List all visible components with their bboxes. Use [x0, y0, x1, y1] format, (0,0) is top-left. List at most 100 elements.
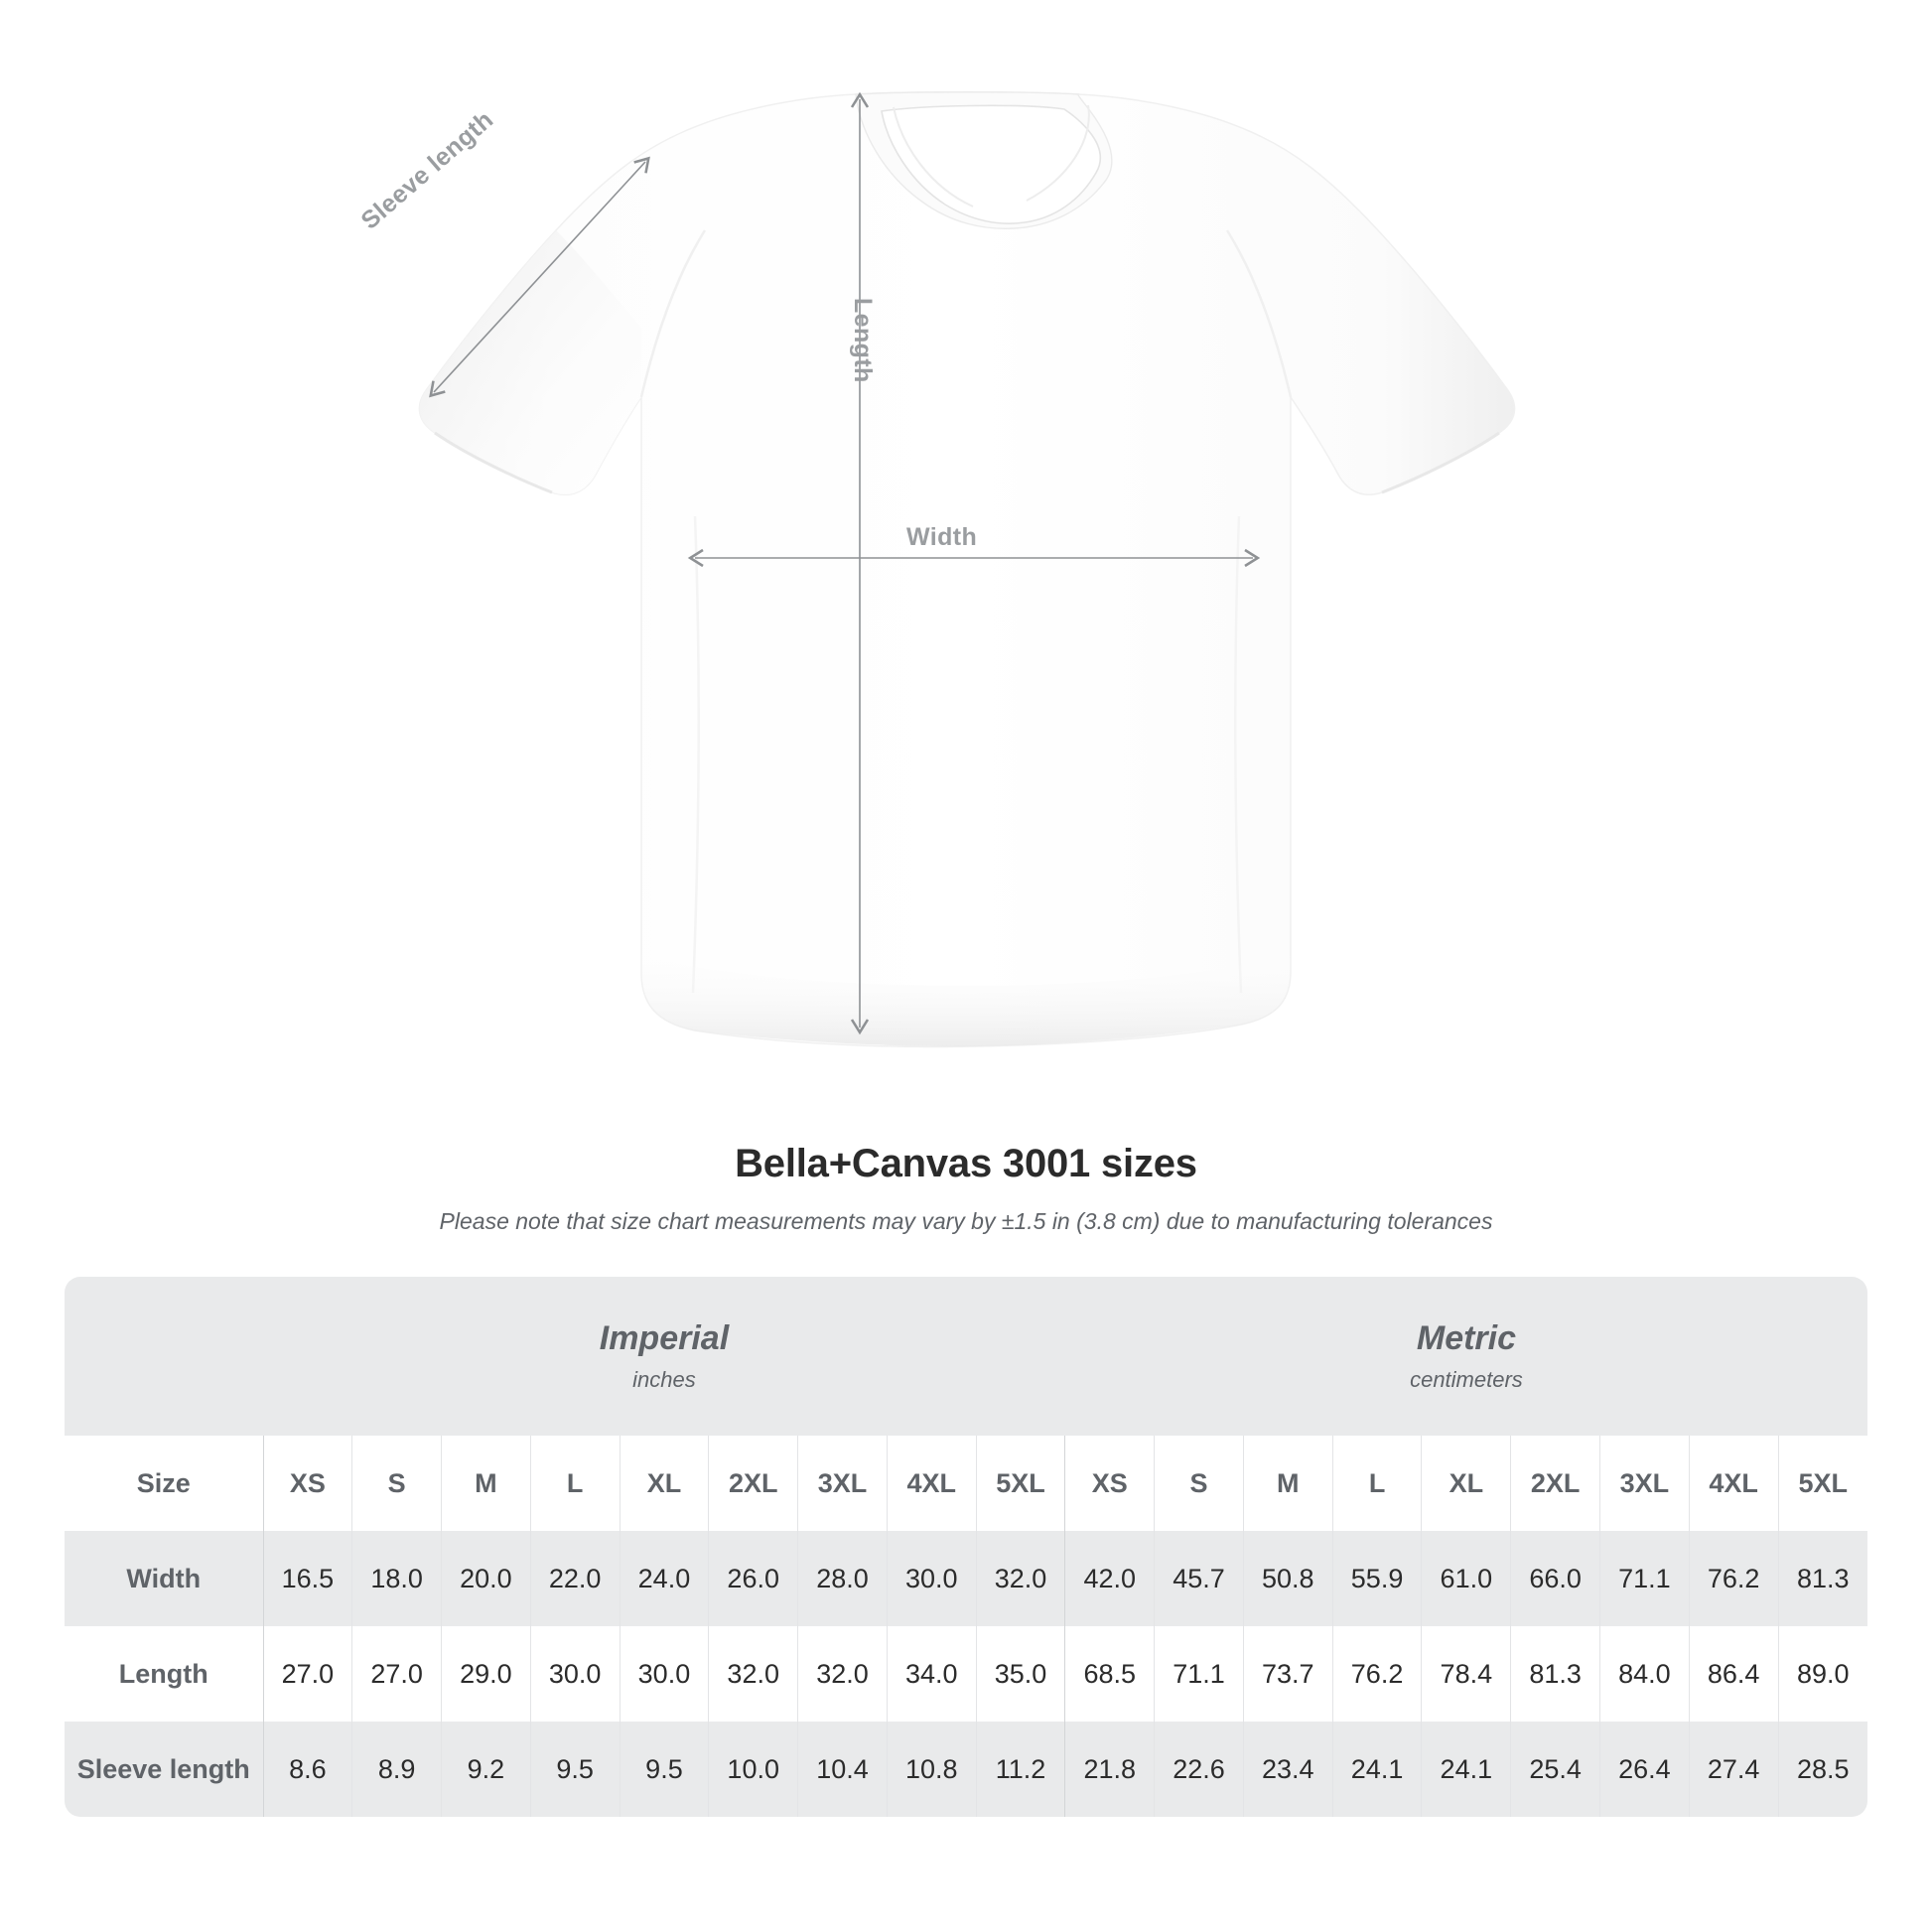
size-header-imperial-5xl: 5XL	[975, 1436, 1065, 1531]
page-title: Bella+Canvas 3001 sizes	[735, 1142, 1197, 1185]
length-imperial-2xl: 32.0	[708, 1626, 798, 1722]
sleeve-length-imperial-3xl: 10.4	[797, 1722, 888, 1817]
size-header-metric-s: S	[1154, 1436, 1244, 1531]
length-imperial-xl: 30.0	[619, 1626, 709, 1722]
length-imperial-m: 29.0	[441, 1626, 531, 1722]
width-metric-m: 50.8	[1242, 1531, 1333, 1626]
width-metric-s: 45.7	[1154, 1531, 1244, 1626]
width-imperial-l: 22.0	[529, 1531, 621, 1626]
table-row: Length 27.0 27.0 29.0 30.0 30.0 32.0 32.0 34.0 35…	[65, 1626, 1867, 1722]
width-imperial-s: 18.0	[351, 1531, 442, 1626]
sleeve-length-metric-xs: 21.8	[1064, 1722, 1155, 1817]
length-imperial-s: 27.0	[351, 1626, 442, 1722]
sleeve-length-imperial-2xl: 10.0	[708, 1722, 798, 1817]
width-imperial-m: 20.0	[441, 1531, 531, 1626]
length-imperial-xs: 27.0	[262, 1626, 352, 1722]
size-header-imperial-m: M	[441, 1436, 531, 1531]
size-header-metric-2xl: 2XL	[1510, 1436, 1600, 1531]
sleeve-length-imperial-4xl: 10.8	[886, 1722, 977, 1817]
unit-header-row: Imperial inches Metric centimeters	[65, 1277, 1867, 1436]
size-header-metric-xs: XS	[1064, 1436, 1155, 1531]
sleeve-length-metric-5xl: 28.5	[1777, 1722, 1867, 1817]
length-imperial-3xl: 32.0	[797, 1626, 888, 1722]
size-header-metric-l: L	[1331, 1436, 1422, 1531]
size-header-imperial-s: S	[351, 1436, 442, 1531]
length-metric-l: 76.2	[1331, 1626, 1422, 1722]
length-metric-2xl: 81.3	[1510, 1626, 1600, 1722]
size-header-row: Size XS S M L XL 2XL 3XL 4XL 5XL XS S M L XL 2XL 3XL 4XL 5…	[65, 1436, 1867, 1531]
row-header-width: Width	[65, 1531, 263, 1626]
width-metric-4xl: 76.2	[1688, 1531, 1779, 1626]
length-imperial-4xl: 34.0	[886, 1626, 977, 1722]
width-imperial-4xl: 30.0	[886, 1531, 977, 1626]
length-metric-s: 71.1	[1154, 1626, 1244, 1722]
width-label: Width	[906, 523, 978, 551]
shirt-body	[418, 91, 1516, 1048]
length-metric-m: 73.7	[1242, 1626, 1333, 1722]
sleeve-length-imperial-5xl: 11.2	[975, 1722, 1065, 1817]
chart-heading-block: Bella+Canvas 3001 sizes Please note that…	[0, 1122, 1932, 1235]
length-metric-3xl: 84.0	[1598, 1626, 1690, 1722]
width-imperial-2xl: 26.0	[708, 1531, 798, 1626]
size-header-metric-4xl: 4XL	[1688, 1436, 1779, 1531]
size-chart-table: Imperial inches Metric centimeters Size XS S M L…	[65, 1277, 1867, 1817]
size-header-imperial-4xl: 4XL	[886, 1436, 977, 1531]
unit-group-subtitle: inches	[632, 1366, 696, 1392]
unit-group-subtitle: centimeters	[1410, 1366, 1523, 1392]
sleeve-length-imperial-s: 8.9	[351, 1722, 442, 1817]
sleeve-length-metric-3xl: 26.4	[1598, 1722, 1690, 1817]
length-metric-xl: 78.4	[1421, 1626, 1511, 1722]
sleeve-length-metric-l: 24.1	[1331, 1722, 1422, 1817]
width-imperial-xs: 16.5	[262, 1531, 352, 1626]
size-header-imperial-xl: XL	[619, 1436, 709, 1531]
row-header-length: Length	[65, 1626, 263, 1722]
size-header-imperial-2xl: 2XL	[708, 1436, 798, 1531]
size-header-imperial-xs: XS	[262, 1436, 352, 1531]
size-header-metric-m: M	[1242, 1436, 1333, 1531]
length-metric-4xl: 86.4	[1688, 1626, 1779, 1722]
width-metric-xs: 42.0	[1064, 1531, 1155, 1626]
width-imperial-xl: 24.0	[619, 1531, 709, 1626]
unit-group-name: Imperial	[599, 1319, 730, 1358]
size-header-metric-3xl: 3XL	[1598, 1436, 1690, 1531]
size-header-metric-5xl: 5XL	[1777, 1436, 1867, 1531]
size-chart-table-wrapper: Imperial inches Metric centimeters Size XS S M L…	[65, 1277, 1867, 1817]
table-row: Width 16.5 18.0 20.0 22.0 24.0 26.0 28.0 30.0 32.…	[65, 1531, 1867, 1626]
length-imperial-5xl: 35.0	[975, 1626, 1065, 1722]
width-imperial-5xl: 32.0	[975, 1531, 1065, 1626]
sleeve-length-metric-m: 23.4	[1242, 1722, 1333, 1817]
width-metric-5xl: 81.3	[1777, 1531, 1867, 1626]
size-header-imperial-3xl: 3XL	[797, 1436, 888, 1531]
width-metric-2xl: 66.0	[1510, 1531, 1600, 1626]
measure-lines	[429, 91, 1261, 1035]
garment-diagram: Sleeve length Length Width	[355, 91, 1516, 1048]
row-header-sleeve-length: Sleeve length	[65, 1722, 263, 1817]
sleeve-length-imperial-xl: 9.5	[619, 1722, 709, 1817]
width-metric-xl: 61.0	[1421, 1531, 1511, 1626]
size-header-metric-xl: XL	[1421, 1436, 1511, 1531]
width-imperial-3xl: 28.0	[797, 1531, 888, 1626]
width-metric-l: 55.9	[1331, 1531, 1422, 1626]
sleeve-length-arrow	[429, 156, 650, 398]
row-header-size: Size	[65, 1436, 263, 1531]
unit-group-name: Metric	[1416, 1319, 1517, 1358]
length-imperial-l: 30.0	[529, 1626, 621, 1722]
length-metric-5xl: 89.0	[1777, 1626, 1867, 1722]
unit-band-spacer	[65, 1277, 263, 1436]
sleeve-length-metric-xl: 24.1	[1421, 1722, 1511, 1817]
tshirt-illustration	[418, 91, 1516, 1048]
length-metric-xs: 68.5	[1064, 1626, 1155, 1722]
tolerance-note: Please note that size chart measurements…	[439, 1208, 1493, 1234]
unit-group-metric: Metric centimeters	[1064, 1277, 1867, 1436]
sleeve-length-imperial-m: 9.2	[441, 1722, 531, 1817]
sleeve-length-metric-4xl: 27.4	[1688, 1722, 1779, 1817]
width-metric-3xl: 71.1	[1598, 1531, 1690, 1626]
sleeve-length-metric-s: 22.6	[1154, 1722, 1244, 1817]
size-header-imperial-l: L	[529, 1436, 621, 1531]
sleeve-length-imperial-l: 9.5	[529, 1722, 621, 1817]
length-label: Length	[849, 298, 877, 383]
table-row: Sleeve length 8.6 8.9 9.2 9.5 9.5 10.0 10.4 10.8…	[65, 1722, 1867, 1817]
sleeve-length-imperial-xs: 8.6	[262, 1722, 352, 1817]
unit-group-imperial: Imperial inches	[263, 1277, 1065, 1436]
sleeve-length-metric-2xl: 25.4	[1510, 1722, 1600, 1817]
